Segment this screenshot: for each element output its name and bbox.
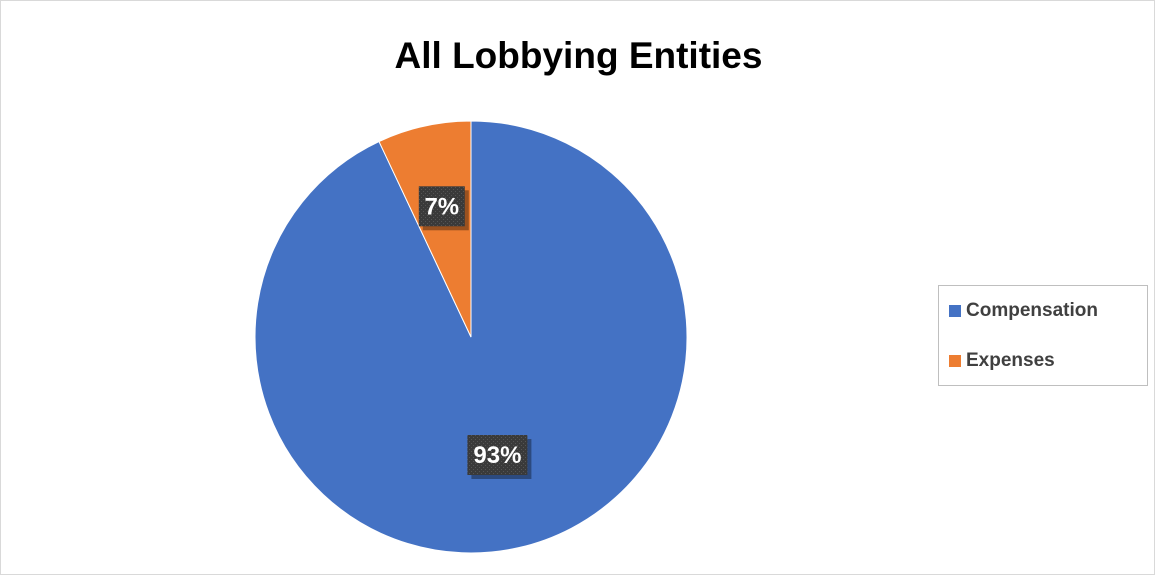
- chart-title: All Lobbying Entities: [394, 35, 763, 76]
- data-label-compensation: 93%: [467, 435, 532, 479]
- legend-swatch-compensation: [949, 305, 961, 317]
- legend-label-expenses: Expenses: [966, 350, 1055, 371]
- data-label-box: [467, 435, 528, 475]
- legend-swatch-expenses: [949, 355, 961, 367]
- pie-slice-expenses: [378, 120, 472, 338]
- legend-label-compensation: Compensation: [966, 300, 1098, 321]
- pie-data-labels: 93% 7%: [418, 186, 532, 479]
- pie-slices: [254, 120, 688, 554]
- data-label-text-expenses: 7%: [424, 193, 459, 220]
- legend-item-expenses: Expenses: [949, 349, 1055, 373]
- data-label-box: [418, 186, 465, 227]
- data-label-expenses: 7%: [418, 186, 469, 231]
- legend-item-compensation: Compensation: [949, 299, 1098, 323]
- legend: Compensation Expenses: [938, 285, 1148, 386]
- data-label-text-compensation: 93%: [473, 442, 521, 469]
